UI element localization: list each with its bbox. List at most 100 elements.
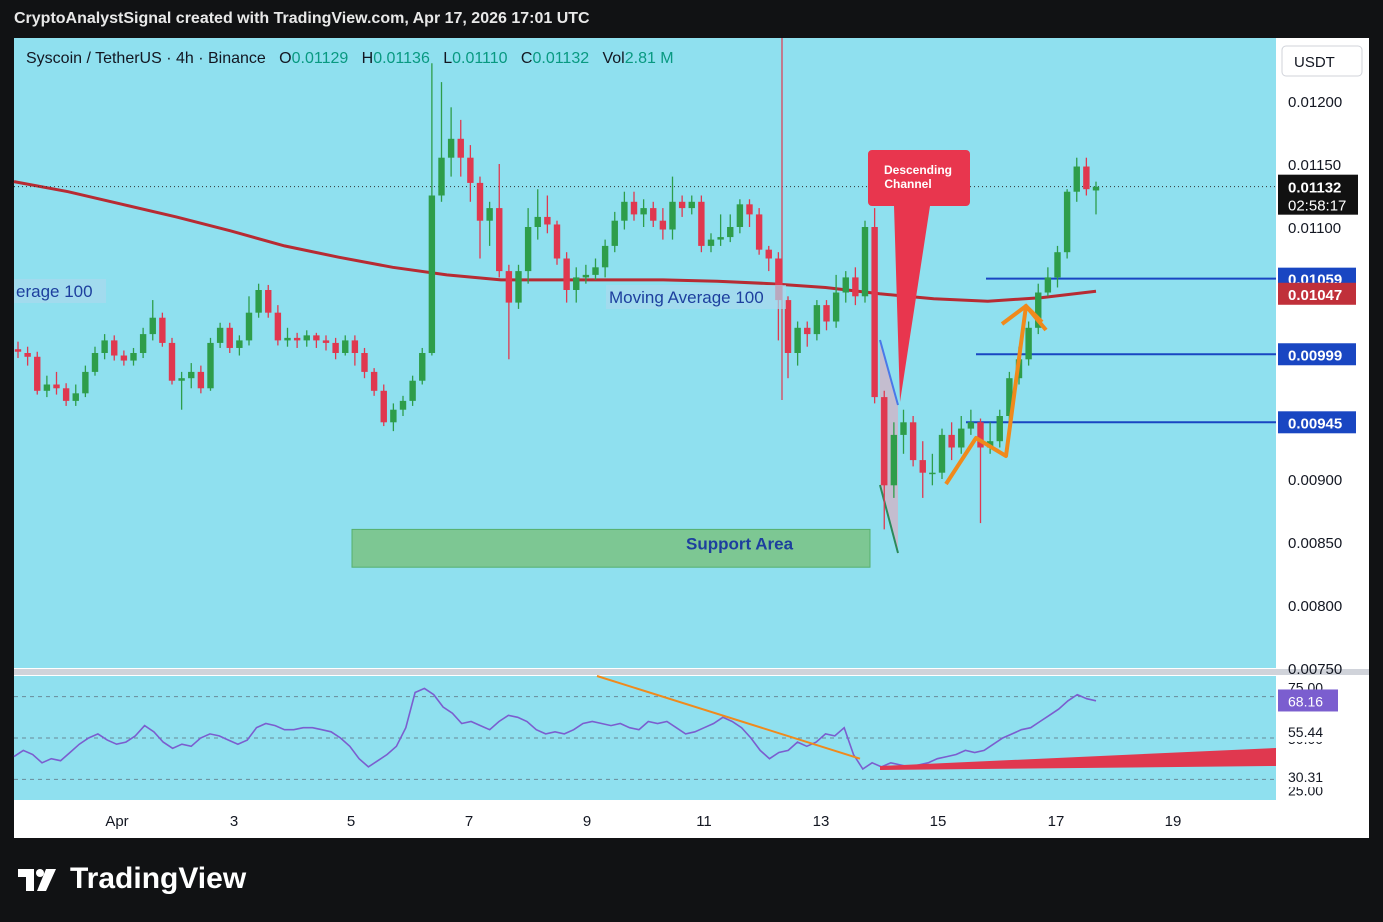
time-tick-17: 17 <box>1048 813 1065 830</box>
rsi-pane <box>13 675 1276 800</box>
candle-body <box>813 305 821 335</box>
price-tick-0.01150: 0.01150 <box>1288 157 1341 174</box>
price-tick-0.00850: 0.00850 <box>1288 535 1342 552</box>
rsi-trendline <box>596 675 861 760</box>
candle-body <box>967 422 975 429</box>
price-tick-0.00900: 0.00900 <box>1288 472 1342 489</box>
time-tick-3: 3 <box>230 813 238 830</box>
candle-body <box>1073 166 1080 192</box>
candle-body <box>592 267 599 275</box>
time-tick-15: 15 <box>930 813 947 830</box>
candle-body <box>688 201 695 209</box>
candle-body <box>1006 378 1013 416</box>
candle-body <box>139 334 147 353</box>
time-tick-9: 9 <box>583 813 591 830</box>
candle-body <box>43 384 51 391</box>
candle-body <box>553 224 561 259</box>
ma-label: Moving Average 100 <box>609 288 764 307</box>
price-label-0.00999: 0.00999 <box>1288 347 1342 364</box>
candle-body <box>601 245 609 268</box>
callout-text-line1: Descending <box>884 163 952 177</box>
candle-body <box>563 258 570 290</box>
current-price-value: 0.01132 <box>1288 180 1341 197</box>
legend-l-label: L <box>443 50 453 67</box>
candle-body <box>216 327 224 343</box>
candle-body <box>149 317 156 335</box>
price-label-badge-0.01047 <box>1278 282 1356 305</box>
candle-body <box>399 400 407 410</box>
candle-body <box>881 397 888 486</box>
rsi-current-badge <box>1278 689 1338 712</box>
axis-layer: USDT 0.01200 0.01150 0.01100 0.00900 0.00850 0… <box>14 38 1369 838</box>
candle-body <box>707 239 715 246</box>
candle-body <box>245 312 253 341</box>
candle-body <box>332 342 339 353</box>
candle-body <box>1025 327 1032 360</box>
candle-body <box>265 290 272 313</box>
header-credit: CryptoAnalystSignal created with Trading… <box>14 10 590 27</box>
candle-body <box>852 277 859 297</box>
candle-body <box>640 208 647 215</box>
candle-body <box>727 227 734 238</box>
candle-body <box>447 138 455 158</box>
candle-body <box>1083 166 1090 190</box>
candle-body <box>467 157 474 183</box>
candle-body <box>390 409 397 423</box>
candle-body <box>1092 186 1100 191</box>
price-label-badge-0.00945 <box>1278 411 1356 434</box>
channel-upper-line <box>879 339 899 406</box>
price-tick-0.01100: 0.01100 <box>1288 220 1341 237</box>
candle-body <box>24 353 31 357</box>
current-price-badge <box>1278 174 1358 215</box>
candle-body <box>120 355 128 361</box>
candle-body <box>650 208 657 221</box>
candle-body <box>130 353 137 361</box>
candle-body <box>890 434 898 486</box>
legend-symbol[interactable]: Syscoin / TetherUS · 4h · Binance <box>26 50 266 67</box>
candle-body <box>293 337 301 341</box>
candle-body <box>919 460 926 473</box>
candle-body <box>53 384 60 389</box>
candle-body <box>534 216 541 227</box>
candle-body <box>284 337 291 341</box>
ma-edge-label: erage 100 <box>16 282 93 301</box>
candle-body <box>900 422 907 435</box>
candle-body <box>573 277 580 290</box>
candle-body <box>496 208 503 272</box>
candle-body <box>765 249 772 259</box>
candle-body <box>909 422 917 461</box>
candle-body <box>515 271 522 303</box>
candle-body <box>111 340 118 356</box>
candle-body <box>91 353 99 372</box>
candle-body <box>659 220 667 230</box>
price-pane-background <box>14 38 1276 668</box>
rsi-mid-badge <box>1278 719 1338 742</box>
callout-text-line2: Channel <box>884 177 931 191</box>
candle-body <box>101 340 108 353</box>
candle-body <box>804 327 811 335</box>
time-tick-5: 5 <box>347 813 355 830</box>
candle-body <box>274 312 282 341</box>
candle-body <box>34 356 41 391</box>
descending-channel-callout <box>868 150 970 402</box>
candle-body <box>544 216 551 225</box>
candle-body <box>784 300 792 353</box>
tradingview-logo-icon <box>18 869 56 891</box>
legend-vol-label: Vol <box>602 50 625 67</box>
candle-body <box>226 327 233 348</box>
price-tick-0.00750: 0.00750 <box>1288 661 1342 678</box>
candle-body <box>438 157 445 196</box>
candle-body <box>342 340 349 353</box>
legend-o-value: 0.01129 <box>291 50 349 67</box>
candle-body <box>871 227 878 398</box>
candle-body <box>72 393 79 401</box>
candle-body <box>736 204 744 227</box>
channel-lower-line <box>879 484 899 554</box>
candle-body <box>717 237 724 240</box>
candle-body <box>948 434 955 448</box>
candle-body <box>370 371 378 391</box>
candle-body <box>823 305 830 322</box>
time-tick-Apr: Apr <box>105 813 128 830</box>
legend-o-label: O <box>279 50 292 67</box>
